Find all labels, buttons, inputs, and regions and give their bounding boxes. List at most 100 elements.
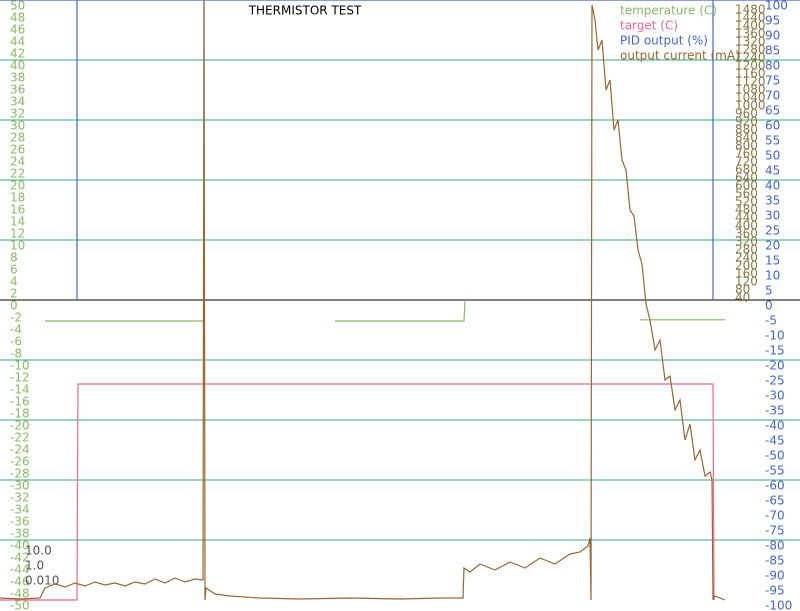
y3-tick-label: 960: [735, 107, 758, 121]
y2-tick-label: -85: [765, 554, 785, 568]
y2-tick-label: 15: [765, 254, 780, 268]
y2-tick-label: 20: [765, 239, 780, 253]
y3-tick-label: 280: [735, 243, 758, 257]
y-tick-label: 24: [10, 155, 25, 169]
y3-tick-label: 800: [735, 139, 758, 153]
y2-tick-label: 95: [765, 14, 780, 28]
y-tick-label: 46: [10, 23, 25, 37]
y2-tick-label: 40: [765, 179, 780, 193]
y3-tick-label: 160: [735, 267, 758, 281]
y3-tick-label: 360: [735, 227, 758, 241]
y-tick-label: 22: [10, 167, 25, 181]
y2-tick-label: 60: [765, 119, 780, 133]
y-tick-label: 50: [10, 0, 25, 13]
y-tick-label: 38: [10, 71, 25, 85]
y-tick-label: -32: [10, 491, 30, 505]
y2-tick-label: 30: [765, 209, 780, 223]
y3-tick-label: 1000: [735, 99, 766, 113]
y-tick-label: 28: [10, 131, 25, 145]
y3-tick-label: 1200: [735, 59, 766, 73]
y3-tick-label: 560: [735, 187, 758, 201]
y-tick-label: 20: [10, 179, 25, 193]
y-tick-label: -26: [10, 455, 30, 469]
y2-tick-label: -30: [765, 389, 785, 403]
grid: [0, 59, 800, 541]
y3-tick-label: 840: [735, 131, 758, 145]
y3-tick-label: 1040: [735, 91, 766, 105]
y3-tick-label: 120: [735, 275, 758, 289]
y-tick-label: -46: [10, 575, 30, 589]
y-tick-label: 32: [10, 107, 25, 121]
y2-tick-label: -40: [765, 419, 785, 433]
y-tick-label: 12: [10, 227, 25, 241]
y2-tick-label: 80: [765, 59, 780, 73]
series-line: [0, 0, 800, 300]
side-label: 0.010: [25, 574, 59, 588]
y2-tick-label: 45: [765, 164, 780, 178]
y2-tick-label: -50: [765, 449, 785, 463]
y-tick-label: -24: [10, 443, 30, 457]
y-tick-label: -40: [10, 539, 30, 553]
y3-tick-label: 920: [735, 115, 758, 129]
axis-labels: 5048464442403836343230282624222018161412…: [10, 0, 792, 611]
y2-tick-label: 5: [765, 284, 773, 298]
y2-tick-label: -90: [765, 569, 785, 583]
y-tick-label: -42: [10, 551, 30, 565]
y2-tick-label: -55: [765, 464, 785, 478]
y3-tick-label: 1120: [735, 75, 766, 89]
y2-tick-label: 100: [765, 0, 788, 13]
y2-tick-label: -60: [765, 479, 785, 493]
y-tick-label: -8: [10, 347, 22, 361]
y2-tick-label: 90: [765, 29, 780, 43]
y2-tick-label: -100: [765, 599, 792, 611]
y3-tick-label: 520: [735, 195, 758, 209]
y-tick-label: -14: [10, 383, 30, 397]
y-tick-label: 10: [10, 239, 25, 253]
y3-tick-label: 1320: [735, 35, 766, 49]
y2-tick-label: -25: [765, 374, 785, 388]
y3-tick-label: 1240: [735, 51, 766, 65]
series-line: [0, 0, 726, 601]
legend: temperature (C)target (C)PID output (%)o…: [620, 4, 740, 63]
y2-tick-label: -35: [765, 404, 785, 418]
y3-tick-label: 1280: [735, 43, 766, 57]
y2-tick-label: -75: [765, 524, 785, 538]
y-tick-label: 0: [10, 299, 18, 313]
legend-entry: temperature (C): [620, 4, 717, 18]
y-tick-label: -16: [10, 395, 30, 409]
y3-tick-label: 1360: [735, 27, 766, 41]
y3-tick-label: 1080: [735, 83, 766, 97]
y3-tick-label: 1400: [735, 19, 766, 33]
chart-title: THERMISTOR TEST: [248, 4, 362, 18]
y3-tick-label: 600: [735, 179, 758, 193]
y2-tick-label: -45: [765, 434, 785, 448]
y3-tick-label: 1440: [735, 11, 766, 25]
y3-tick-label: 400: [735, 219, 758, 233]
y-tick-label: 8: [10, 251, 18, 265]
y-tick-label: 34: [10, 95, 25, 109]
y-tick-label: 4: [10, 275, 18, 289]
y-tick-label: 14: [10, 215, 25, 229]
y-tick-label: 40: [10, 59, 25, 73]
side-label: 10.0: [25, 544, 52, 558]
y3-tick-label: 200: [735, 259, 758, 273]
y2-tick-label: 70: [765, 89, 780, 103]
y2-tick-label: -20: [765, 359, 785, 373]
y2-tick-label: 25: [765, 224, 780, 238]
y-tick-label: -12: [10, 371, 30, 385]
y-tick-label: 16: [10, 203, 25, 217]
side-label: 1.0: [25, 559, 44, 573]
y2-tick-label: -15: [765, 344, 785, 358]
y2-tick-label: 85: [765, 44, 780, 58]
y-tick-label: 36: [10, 83, 25, 97]
legend-entry: PID output (%): [620, 34, 708, 48]
y-tick-label: -28: [10, 467, 30, 481]
y2-tick-label: -70: [765, 509, 785, 523]
y-tick-label: 18: [10, 191, 25, 205]
y-tick-label: -44: [10, 563, 30, 577]
y2-tick-label: 50: [765, 149, 780, 163]
y-tick-label: -48: [10, 587, 30, 601]
